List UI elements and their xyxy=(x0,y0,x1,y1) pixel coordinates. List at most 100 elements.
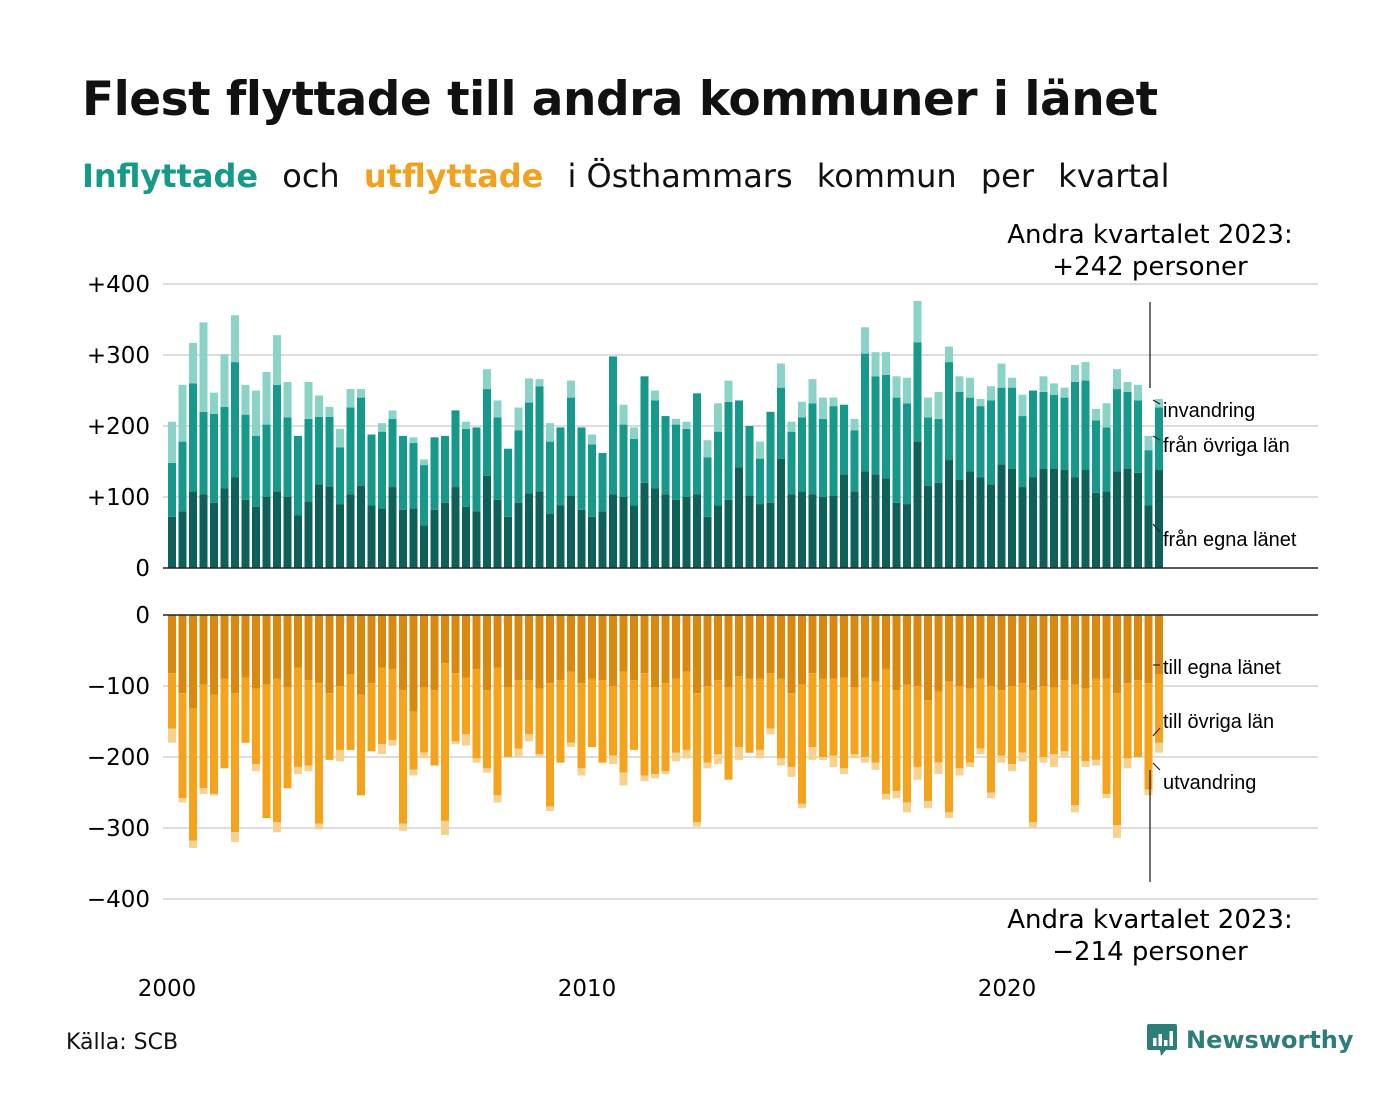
bar-ut-egna xyxy=(567,615,575,672)
subtitle-kommun: kommun xyxy=(816,157,957,195)
bar-ut-utvandring xyxy=(714,754,722,765)
bar-ut-ovriga xyxy=(630,680,638,750)
bar-in-ovriga xyxy=(315,416,323,485)
bar-in-ovriga xyxy=(829,406,838,496)
bar-in-invandring xyxy=(252,390,260,436)
bar-in-egna xyxy=(262,497,271,568)
bar-ut-egna xyxy=(682,615,691,672)
bar-in-invandring xyxy=(336,428,344,448)
bar-ut-utvandring xyxy=(462,734,470,746)
bar-in-egna xyxy=(745,495,754,568)
bar-ut-egna xyxy=(850,615,859,688)
label-leader xyxy=(1152,727,1161,737)
bar-ut-egna xyxy=(640,615,649,674)
bar-in-ovriga xyxy=(493,417,502,500)
bar-ut-egna xyxy=(861,615,869,678)
bar-in-ovriga xyxy=(556,427,565,506)
bar-in-invandring xyxy=(178,384,187,442)
bar-ut-utvandring xyxy=(1039,757,1048,763)
bar-ut-utvandring xyxy=(735,747,743,760)
bar-in-egna xyxy=(903,504,911,568)
bar-in-egna xyxy=(304,501,313,568)
bar-in-ovriga xyxy=(409,443,418,509)
bar-in-egna xyxy=(1144,505,1153,568)
bar-in-ovriga xyxy=(745,426,754,496)
bar-in-egna xyxy=(798,491,806,568)
bar-ut-ovriga xyxy=(399,690,407,824)
bar-ut-utvandring xyxy=(388,739,397,746)
bar-in-invandring xyxy=(514,407,523,431)
bar-in-invandring xyxy=(1081,362,1090,381)
bar-ut-ovriga xyxy=(840,677,848,769)
bar-ut-egna xyxy=(399,615,407,691)
label-utvandring: utvandring xyxy=(1163,772,1256,794)
bar-in-egna xyxy=(1071,477,1079,568)
bar-in-invandring xyxy=(630,427,638,439)
bar-ut-utvandring xyxy=(619,772,628,786)
bar-ut-ovriga xyxy=(231,693,239,833)
bar-in-invandring xyxy=(1050,383,1058,395)
bar-in-invandring xyxy=(462,421,470,429)
bar-in-egna xyxy=(598,511,607,568)
bar-ut-utvandring xyxy=(1050,754,1058,767)
bar-ut-utvandring xyxy=(924,801,932,809)
bar-in-egna xyxy=(556,505,565,568)
bar-ut-egna xyxy=(262,615,271,685)
bar-ut-ovriga xyxy=(336,686,344,750)
bar-in-invandring xyxy=(493,400,502,418)
bar-ut-ovriga xyxy=(1008,686,1016,765)
bar-in-egna xyxy=(703,516,712,568)
bar-ut-ovriga xyxy=(777,678,785,759)
bar-ut-ovriga xyxy=(640,673,649,776)
bar-in-invandring xyxy=(199,322,208,412)
bar-in-ovriga xyxy=(168,462,176,517)
bar-ut-egna xyxy=(1039,615,1048,686)
bar-ut-egna xyxy=(199,615,208,685)
bar-in-ovriga xyxy=(892,397,901,503)
bar-ut-egna xyxy=(609,615,617,686)
bar-ut-ovriga xyxy=(1081,688,1090,762)
bar-ut-ovriga xyxy=(714,680,722,755)
bar-ut-egna xyxy=(504,615,512,688)
bar-in-ovriga xyxy=(357,397,365,486)
bar-in-invandring xyxy=(525,378,533,403)
bar-ut-utvandring xyxy=(514,748,523,757)
bar-ut-ovriga xyxy=(745,678,754,753)
axis-labels: 0 +100 +200 +300 +400 0 −100 −200 −300 −400 2000 20… xyxy=(87,272,1036,1002)
bar-in-ovriga xyxy=(483,389,491,476)
bar-in-invandring xyxy=(546,423,554,442)
bar-ut-ovriga xyxy=(756,678,764,750)
bar-ut-egna xyxy=(619,615,628,672)
bar-in-invandring xyxy=(777,363,785,388)
annotation-bottom-line1: Andra kvartalet 2023: xyxy=(1007,905,1292,935)
bar-in-egna xyxy=(913,441,922,568)
bar-in-egna xyxy=(535,491,544,568)
bar-in-egna xyxy=(336,504,344,568)
bar-in-invandring xyxy=(1092,408,1100,421)
bar-ut-ovriga xyxy=(483,690,491,769)
bar-in-invandring xyxy=(892,376,901,398)
bar-ut-ovriga xyxy=(945,681,953,813)
bar-ut-ovriga xyxy=(451,673,460,742)
bar-ut-egna xyxy=(525,615,533,681)
bar-ut-ovriga xyxy=(535,688,544,755)
bar-in-invandring xyxy=(682,421,691,429)
bar-in-ovriga xyxy=(1018,416,1027,488)
bar-ut-egna xyxy=(462,615,470,678)
bar-ut-egna xyxy=(1081,615,1090,689)
bar-in-invandring xyxy=(1071,364,1079,382)
bar-ut-utvandring xyxy=(703,762,712,769)
bar-in-egna xyxy=(693,494,701,568)
bar-ut-ovriga xyxy=(976,678,985,749)
bar-ut-utvandring xyxy=(945,812,953,819)
bar-in-invandring xyxy=(714,403,722,432)
bar-ut-utvandring xyxy=(672,752,680,762)
bar-in-invandring xyxy=(976,399,985,407)
bar-ut-ovriga xyxy=(682,671,691,750)
bar-in-ovriga xyxy=(1039,391,1048,469)
bar-in-ovriga xyxy=(966,397,974,472)
bar-ut-ovriga xyxy=(1113,693,1121,826)
bar-in-ovriga xyxy=(1008,387,1016,469)
bar-in-egna xyxy=(724,499,733,568)
